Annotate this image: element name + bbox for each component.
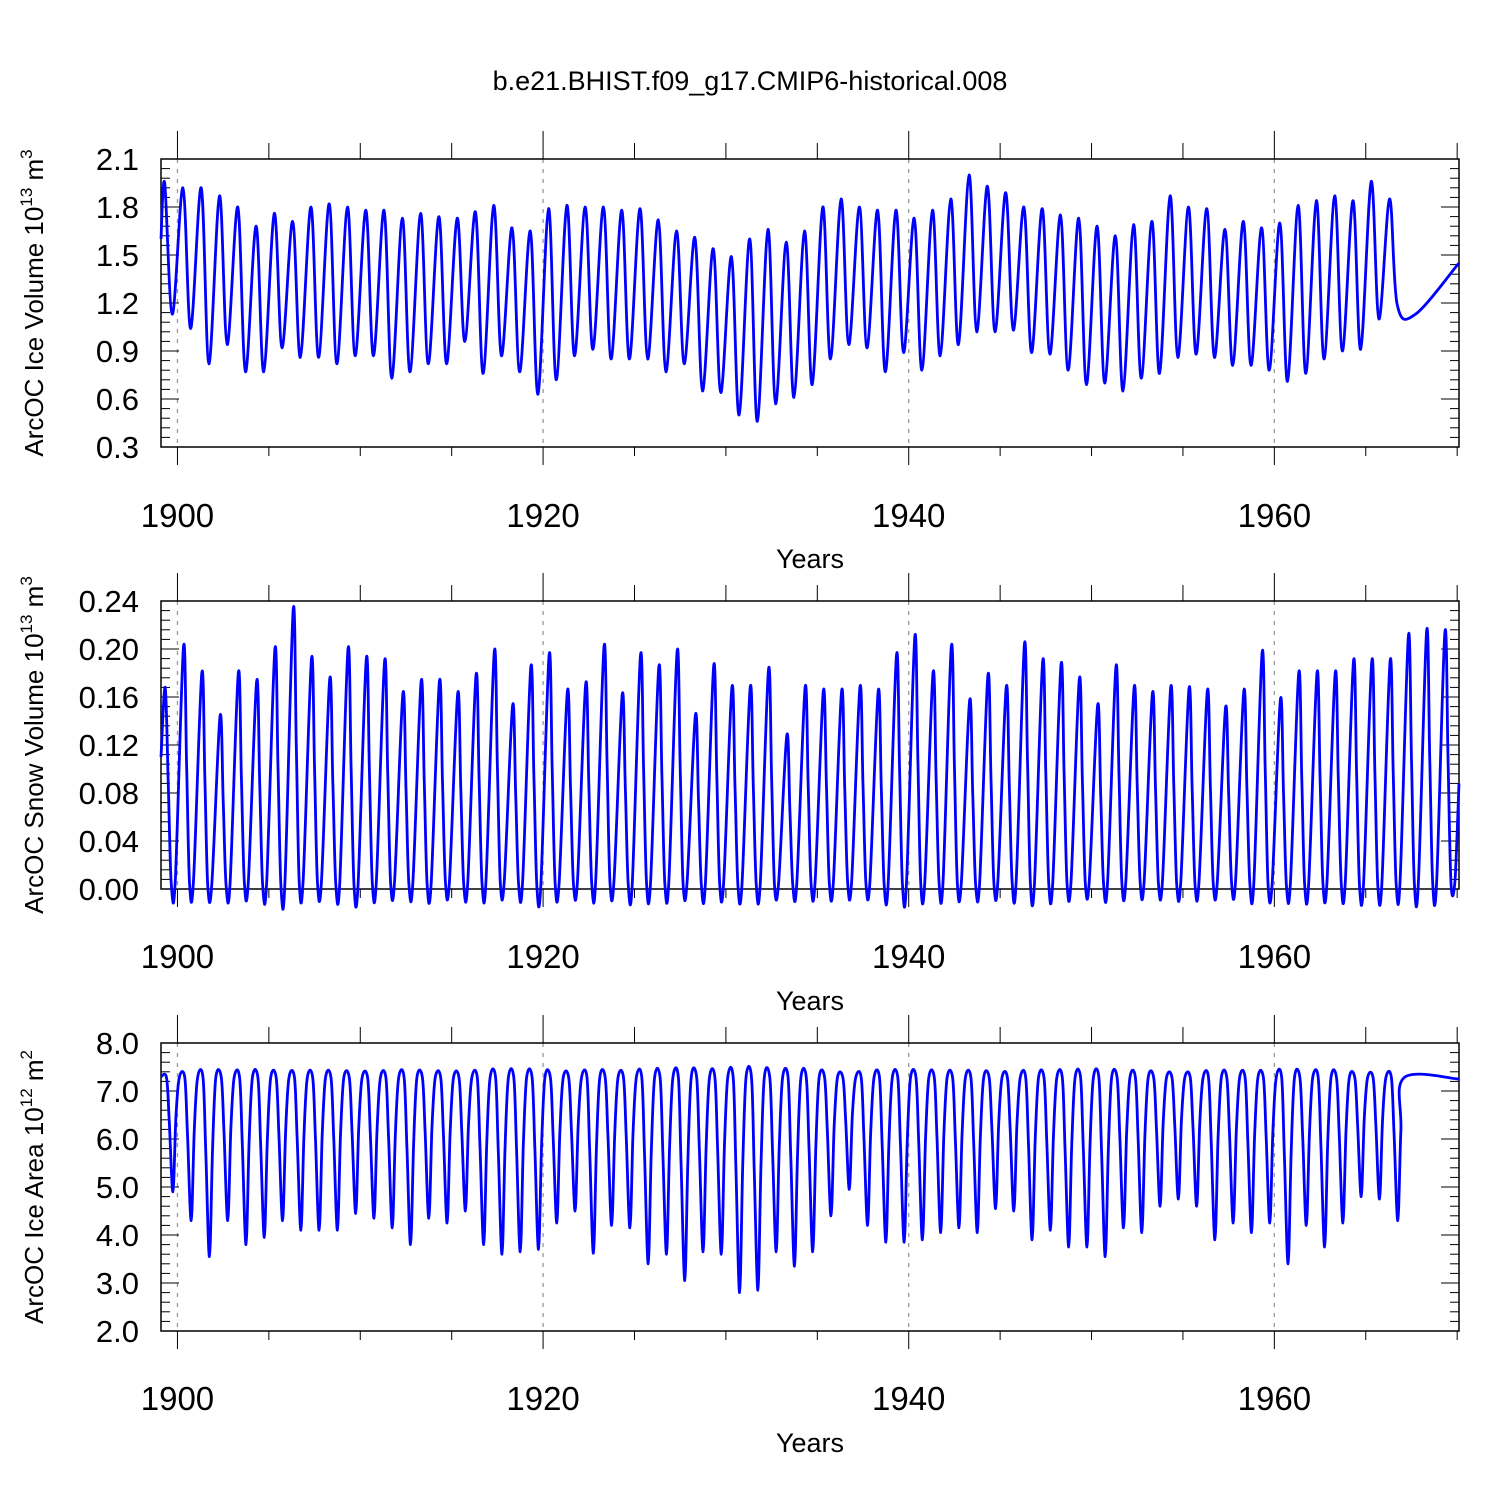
x-tick-label: 1940: [872, 497, 945, 534]
y-axis-title: ArcOC Snow Volume 1013 m3: [17, 576, 49, 914]
x-tick-label: 1920: [506, 938, 579, 975]
y-tick-label: 1.5: [96, 238, 139, 273]
y-tick-label: 7.0: [96, 1074, 139, 1109]
series-line-ice-area: [160, 1064, 1460, 1295]
y-tick-label: 2.1: [96, 142, 139, 177]
y-axis-title-part: 3: [17, 576, 36, 585]
panel-2: 0.00 0.04 0.08 0.12 0.16 0.20 0.24 1900 1920 1940…: [17, 573, 1461, 1016]
y-axis-title: ArcOC Ice Volume 1013 m3: [17, 149, 49, 456]
x-tick-label: 1900: [141, 1380, 214, 1417]
y-tick-label: 0.00: [79, 872, 139, 907]
x-axis-title: Years: [776, 1428, 844, 1458]
x-axis-title: Years: [776, 544, 844, 574]
y-tick-label: 8.0: [96, 1026, 139, 1061]
y-tick-label: 0.9: [96, 334, 139, 369]
x-tick-label: 1960: [1238, 1380, 1311, 1417]
y-axis-title-part: m: [19, 159, 49, 188]
panel-1: 0.3 0.6 0.9 1.2 1.5 1.8 2.1 1900 1920 1940 1960 Yea…: [17, 131, 1461, 574]
y-tick-label: 3.0: [96, 1266, 139, 1301]
x-tick-label: 1920: [506, 1380, 579, 1417]
y-tick-label: 0.6: [96, 382, 139, 417]
y-tick-label: 4.0: [96, 1218, 139, 1253]
y-axis-title-part: m: [19, 586, 49, 615]
y-tick-label: 6.0: [96, 1122, 139, 1157]
chart-title: b.e21.BHIST.f09_g17.CMIP6-historical.008: [493, 66, 1008, 96]
y-tick-label: 5.0: [96, 1170, 139, 1205]
x-tick-label: 1960: [1238, 938, 1311, 975]
y-tick-label: 0.3: [96, 430, 139, 465]
y-tick-label: 0.12: [79, 728, 139, 763]
x-axis-title: Years: [776, 986, 844, 1016]
y-tick-label: 0.04: [79, 824, 139, 859]
y-axis-title: ArcOC Ice Area 1012 m2: [17, 1050, 49, 1324]
x-tick-label: 1940: [872, 1380, 945, 1417]
y-tick-label: 0.08: [79, 776, 139, 811]
x-tick-label: 1960: [1238, 497, 1311, 534]
y-tick-label: 2.0: [96, 1314, 139, 1349]
y-tick-label: 1.8: [96, 190, 139, 225]
series-line-snow-volume: [159, 605, 1461, 911]
y-axis-title-part: 13: [17, 188, 36, 207]
x-tick-label: 1900: [141, 497, 214, 534]
y-axis-title-part: 2: [17, 1050, 36, 1059]
y-axis-title-part: 3: [17, 149, 36, 158]
y-tick-label: 1.2: [96, 286, 139, 321]
y-tick-label: 0.20: [79, 632, 139, 667]
y-axis-title-part: m: [19, 1059, 49, 1088]
y-tick-label: 0.16: [79, 680, 139, 715]
y-axis-title-part: 13: [17, 615, 36, 634]
panel-3: 2.0 3.0 4.0 5.0 6.0 7.0 8.0 1900 1920 1940 1960 Yea…: [17, 1015, 1460, 1458]
y-axis-title-part: ArcOC Snow Volume 10: [19, 633, 49, 913]
y-axis-title-part: ArcOC Ice Area 10: [19, 1107, 49, 1324]
y-axis-title-part: ArcOC Ice Volume 10: [19, 207, 49, 457]
y-axis-title-part: 12: [17, 1088, 36, 1107]
y-tick-label: 0.24: [79, 584, 139, 619]
series-line-ice-volume: [159, 173, 1461, 423]
x-tick-label: 1920: [506, 497, 579, 534]
x-tick-label: 1940: [872, 938, 945, 975]
x-tick-label: 1900: [141, 938, 214, 975]
